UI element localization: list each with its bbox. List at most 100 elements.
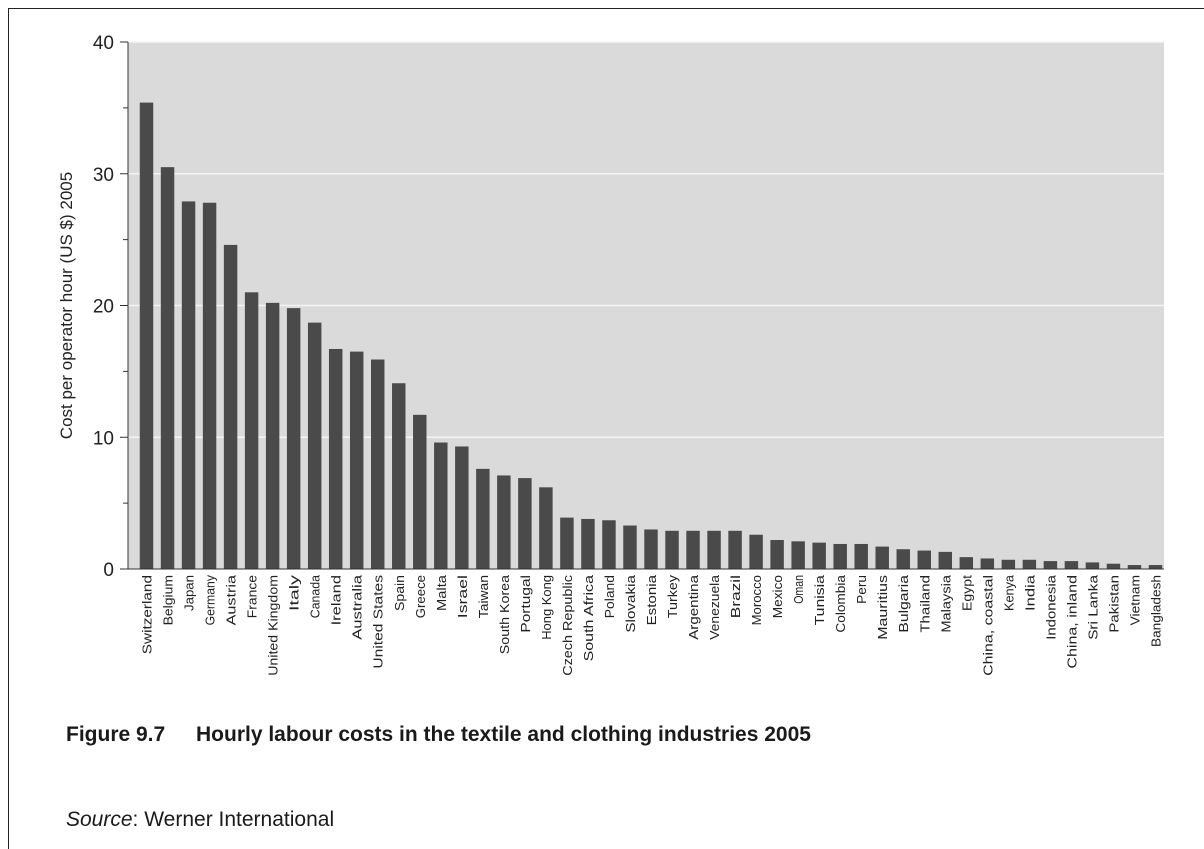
frame-left-border xyxy=(8,8,9,849)
x-tick-label: Spain xyxy=(392,575,407,611)
bar xyxy=(1001,559,1016,569)
x-tick-label: Malaysia xyxy=(938,574,953,632)
bar xyxy=(1106,563,1121,569)
figure-title: Hourly labour costs in the textile and c… xyxy=(196,723,811,746)
x-tick-label: Pakistan xyxy=(1106,575,1121,633)
bar xyxy=(623,525,637,569)
x-tick-label: Tunisia xyxy=(812,574,827,625)
bar xyxy=(286,308,301,569)
bar xyxy=(1127,565,1142,569)
x-tick-label: Portugal xyxy=(518,575,533,633)
x-tick-label: France xyxy=(245,575,260,618)
y-tick-label: 10 xyxy=(93,428,114,449)
x-tick-label: Morocco xyxy=(749,575,764,625)
bar xyxy=(539,487,553,569)
bar xyxy=(371,359,385,569)
x-tick-label: China, coastal xyxy=(980,575,995,676)
bar xyxy=(328,348,343,569)
bar xyxy=(728,530,742,569)
x-tick-label: Italy xyxy=(287,574,302,611)
bar xyxy=(434,442,448,569)
x-tick-label: Germany xyxy=(203,575,218,626)
x-tick-label: Slovakia xyxy=(623,574,638,632)
axes xyxy=(120,41,1164,570)
x-tick-label: Peru xyxy=(854,575,869,604)
x-tick-label: Australia xyxy=(350,574,365,640)
x-tick-label: Thailand xyxy=(917,575,932,633)
bar xyxy=(581,518,595,569)
x-tick-label: Brazil xyxy=(728,575,743,618)
bar xyxy=(791,541,805,569)
x-tick-label: Bangladesh xyxy=(1148,575,1163,647)
x-tick-label: Sri Lanka xyxy=(1085,574,1100,640)
bar xyxy=(139,102,154,569)
bar xyxy=(265,302,280,569)
bar xyxy=(160,167,175,569)
x-tick-label: Czech Republic xyxy=(560,574,575,675)
x-tick-label: Poland xyxy=(602,575,617,618)
x-tick-label: Japan xyxy=(182,575,197,611)
x-tick-label: Ireland xyxy=(329,575,344,625)
bar xyxy=(980,558,995,569)
bar xyxy=(644,529,658,569)
bar xyxy=(959,557,974,569)
frame-top-border xyxy=(8,8,1204,9)
x-tick-label: Kenya xyxy=(1001,574,1016,611)
bar xyxy=(223,244,238,569)
figure-source: Source: Werner International xyxy=(66,808,334,832)
bar xyxy=(707,530,721,569)
x-tick-label: Taiwan xyxy=(476,575,491,618)
y-tick-label: 30 xyxy=(93,165,114,186)
bar xyxy=(1148,565,1163,569)
x-tick-label: Venezuela xyxy=(707,574,722,640)
bar xyxy=(917,550,931,569)
bar xyxy=(896,549,910,569)
x-tick-label: Switzerland xyxy=(140,575,155,654)
source-text: Werner International xyxy=(138,808,335,831)
bar xyxy=(181,201,196,570)
x-tick-label: Estonia xyxy=(644,574,659,625)
y-tick-label: 0 xyxy=(103,560,114,581)
x-tick-label: Turkey xyxy=(665,574,680,618)
x-tick-label: Bulgaria xyxy=(896,574,911,633)
x-tick-label: Canada xyxy=(308,574,323,618)
x-tick-label: Indonesia xyxy=(1043,574,1058,640)
bar xyxy=(854,543,868,569)
figure-number: Figure 9.7 xyxy=(66,723,166,746)
x-tick-label: Mauritius xyxy=(875,574,890,639)
bar xyxy=(749,534,763,569)
bar xyxy=(1085,562,1100,569)
bar xyxy=(812,542,826,569)
bar xyxy=(1022,559,1037,569)
bar xyxy=(202,202,217,570)
gridlines xyxy=(128,41,1164,438)
bar xyxy=(938,551,953,569)
bar xyxy=(349,351,364,569)
bar xyxy=(244,292,259,569)
bar xyxy=(413,414,427,569)
x-tick-label: Belgium xyxy=(161,575,176,625)
y-axis-label: Cost per operator hour (US $) 2005 xyxy=(57,172,76,439)
bar xyxy=(476,468,490,569)
bar xyxy=(1064,561,1079,569)
x-tick-label: Greece xyxy=(413,575,428,618)
bar xyxy=(833,543,847,569)
x-tick-label: Egypt xyxy=(959,575,974,611)
x-tick-label: China, inland xyxy=(1064,575,1079,669)
tick-labels: 0 10 20 30 40 Switzerland Belgium Japan Germany A… xyxy=(93,33,1164,676)
bar xyxy=(392,383,406,569)
source-label: Source xyxy=(66,808,133,831)
x-tick-label: Mexico xyxy=(770,575,785,618)
x-tick-label: United States xyxy=(371,574,386,668)
x-tick-label: Israel xyxy=(455,575,470,618)
x-tick-label: South Korea xyxy=(497,574,512,654)
x-tick-label: Austria xyxy=(224,574,239,625)
x-tick-label: South Africa xyxy=(581,574,596,661)
bar xyxy=(1043,561,1058,569)
bars xyxy=(139,102,1163,570)
bar-chart: 0 10 20 30 40 Switzerland Belgium Japan Germany A… xyxy=(57,33,1164,676)
x-tick-label: Oman xyxy=(791,575,806,604)
bar xyxy=(307,322,322,569)
x-tick-label: Hong Kong xyxy=(539,575,554,640)
x-tick-label: United Kingdom xyxy=(266,575,281,676)
